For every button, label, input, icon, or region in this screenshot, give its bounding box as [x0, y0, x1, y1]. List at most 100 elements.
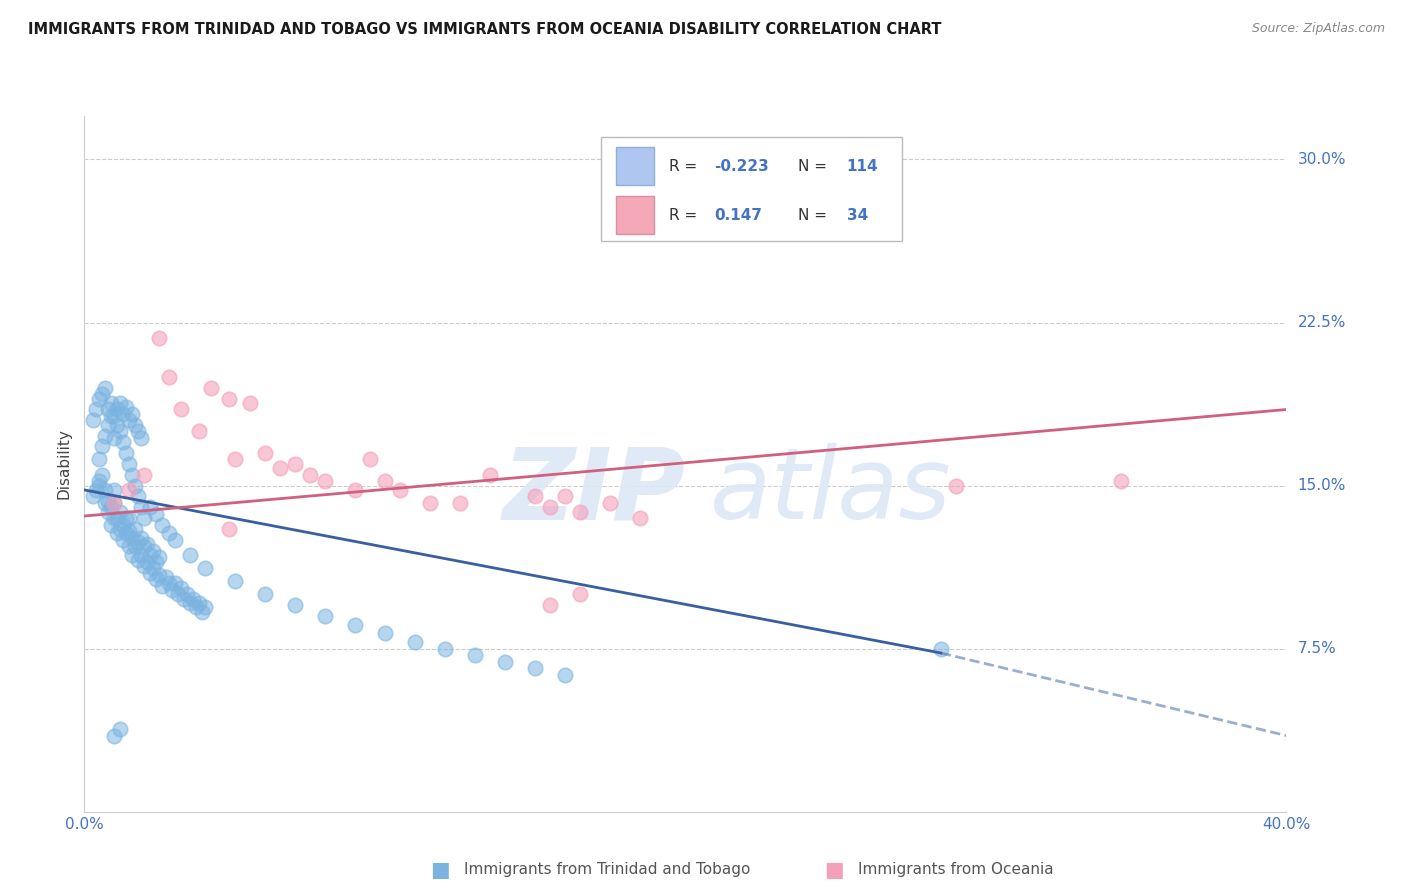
Text: 34: 34 [846, 208, 868, 223]
Point [131, 500, 153, 515]
Text: R =: R = [669, 159, 702, 174]
Point [464, 648, 486, 662]
Point [112, 517, 135, 532]
Point [139, 566, 162, 580]
Text: 30.0%: 30.0% [1298, 152, 1346, 167]
Point [110, 396, 132, 410]
Point [157, 576, 180, 591]
Point [314, 475, 336, 489]
Point [187, 424, 209, 438]
Point [569, 505, 592, 519]
Point [97, 505, 120, 519]
Y-axis label: Disability: Disability [56, 428, 72, 500]
Text: Immigrants from Oceania: Immigrants from Oceania [858, 863, 1053, 877]
Point [224, 452, 246, 467]
Point [107, 526, 129, 541]
Point [494, 655, 516, 669]
Point [142, 561, 165, 575]
Point [194, 561, 217, 575]
Point [118, 524, 141, 539]
Point [479, 467, 502, 482]
Point [124, 417, 146, 432]
Point [179, 596, 201, 610]
Text: 114: 114 [846, 159, 879, 174]
FancyBboxPatch shape [616, 196, 654, 235]
Text: 22.5%: 22.5% [1298, 315, 1346, 330]
Point [314, 609, 336, 624]
Point [253, 446, 276, 460]
Point [91, 467, 114, 482]
Point [82, 413, 104, 427]
Point [269, 461, 291, 475]
Point [94, 496, 117, 510]
Point [449, 496, 471, 510]
Point [110, 522, 132, 536]
Point [115, 526, 138, 541]
Point [110, 505, 132, 519]
Point [148, 331, 170, 345]
Point [89, 392, 111, 406]
Point [374, 626, 396, 640]
Point [97, 402, 120, 417]
Point [388, 483, 411, 497]
Point [103, 431, 125, 445]
Point [284, 598, 307, 612]
Point [89, 478, 111, 492]
Point [121, 467, 143, 482]
Point [524, 490, 547, 504]
Point [145, 572, 167, 586]
Point [139, 548, 162, 562]
Point [148, 550, 170, 565]
Text: R =: R = [669, 208, 702, 223]
Point [148, 567, 170, 582]
Text: N =: N = [799, 159, 832, 174]
Point [155, 570, 177, 584]
Point [176, 587, 198, 601]
Point [157, 369, 180, 384]
Point [127, 552, 149, 566]
Point [173, 591, 195, 606]
Point [152, 517, 174, 532]
Point [112, 407, 135, 421]
Point [538, 598, 561, 612]
Point [97, 493, 120, 508]
Point [554, 667, 576, 681]
Point [107, 511, 129, 525]
Point [86, 402, 108, 417]
Point [157, 526, 180, 541]
Point [115, 401, 138, 415]
Text: N =: N = [799, 208, 832, 223]
Text: atlas: atlas [710, 443, 950, 541]
Point [103, 409, 125, 423]
Point [89, 475, 111, 489]
Point [107, 402, 129, 417]
Point [131, 431, 153, 445]
Point [136, 537, 159, 551]
Point [86, 483, 108, 497]
Point [253, 587, 276, 601]
Point [91, 387, 114, 401]
FancyBboxPatch shape [616, 147, 654, 186]
Point [134, 559, 156, 574]
Point [554, 490, 576, 504]
Point [110, 424, 132, 438]
FancyBboxPatch shape [602, 136, 901, 241]
Text: IMMIGRANTS FROM TRINIDAD AND TOBAGO VS IMMIGRANTS FROM OCEANIA DISABILITY CORREL: IMMIGRANTS FROM TRINIDAD AND TOBAGO VS I… [28, 22, 942, 37]
Text: 7.5%: 7.5% [1298, 641, 1336, 657]
Point [169, 402, 191, 417]
Point [115, 511, 138, 525]
Text: -0.223: -0.223 [714, 159, 769, 174]
Point [103, 729, 125, 743]
Point [218, 522, 240, 536]
Point [100, 500, 122, 515]
Point [100, 396, 122, 410]
Point [127, 424, 149, 438]
Point [218, 392, 240, 406]
Text: ■: ■ [430, 860, 450, 880]
Point [945, 478, 967, 492]
Point [239, 396, 262, 410]
Point [184, 600, 207, 615]
Point [118, 413, 141, 427]
Point [142, 544, 165, 558]
Point [569, 587, 592, 601]
